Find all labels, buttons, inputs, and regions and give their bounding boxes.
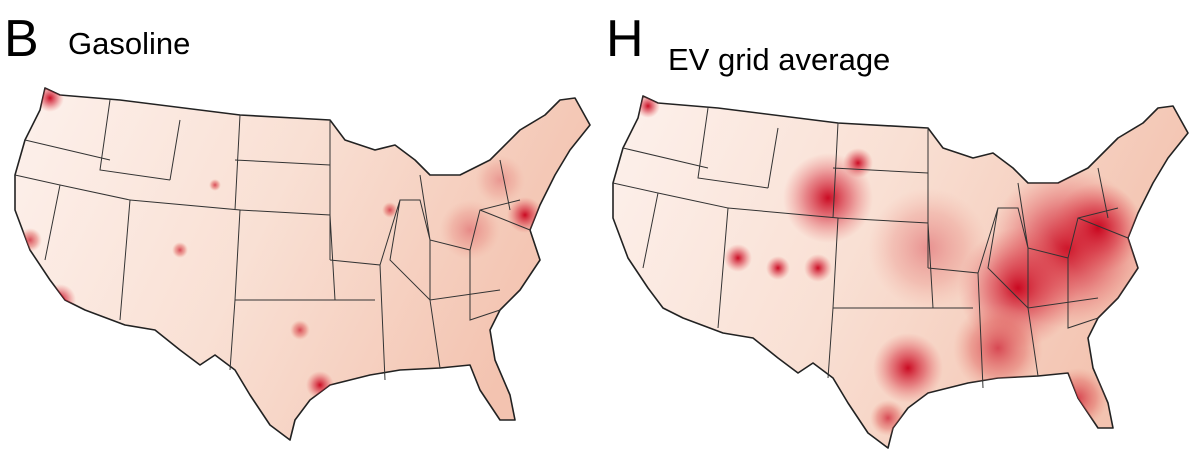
panel-title: Gasoline [68, 26, 190, 61]
panel-ev: H EV grid average [606, 10, 1189, 449]
panel-letter: H [606, 10, 644, 68]
heat [18, 88, 543, 399]
panel-title: EV grid average [668, 42, 890, 77]
panel-gasoline: B Gasoline [4, 10, 591, 441]
us-map [14, 87, 591, 441]
panel-letter: B [4, 10, 39, 68]
